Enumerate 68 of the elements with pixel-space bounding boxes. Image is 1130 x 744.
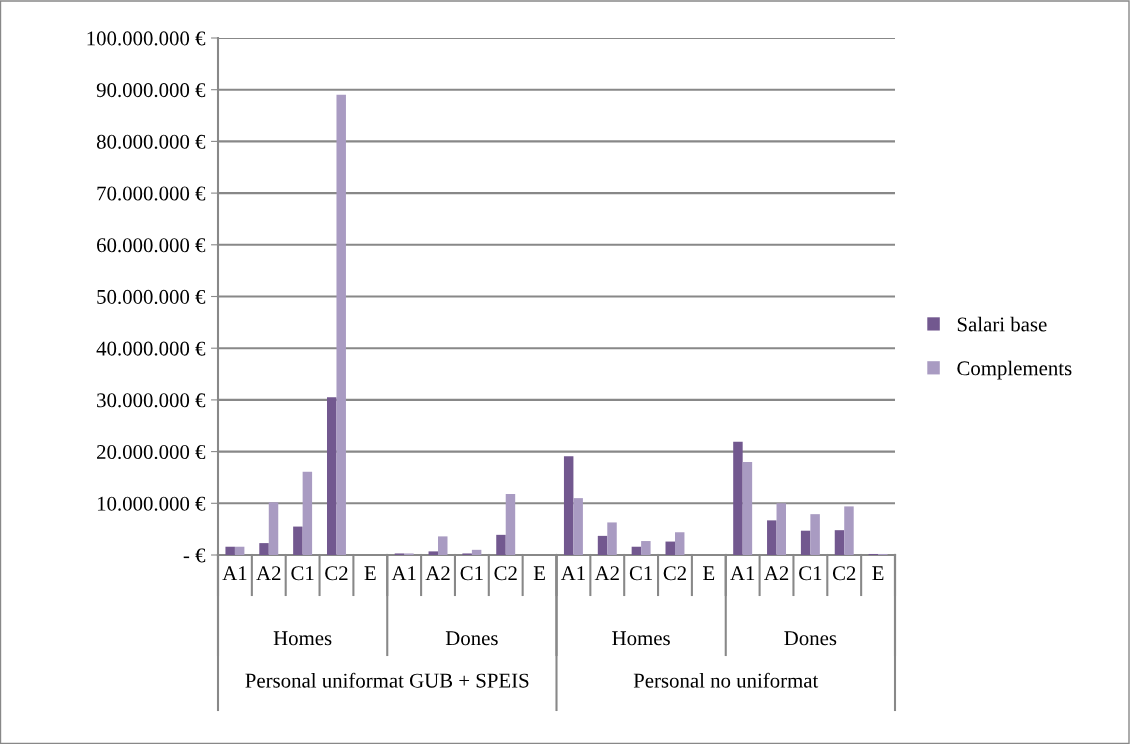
x-tick-label: A1 bbox=[222, 566, 247, 581]
x-tick-label: A1 bbox=[730, 566, 755, 581]
x-tick-label: C1 bbox=[291, 566, 314, 581]
legend-label: Complements bbox=[957, 360, 1072, 380]
y-tick-label: 50.000.000 € bbox=[97, 289, 206, 305]
y-tick-label: 20.000.000 € bbox=[97, 444, 206, 460]
text: Dones bbox=[445, 631, 498, 646]
bar bbox=[293, 526, 303, 555]
y-tick-label: 90.000.000 € bbox=[96, 83, 206, 98]
x-tick-label: C2 bbox=[494, 566, 517, 581]
x-tick-label: C1 bbox=[460, 566, 483, 581]
bar bbox=[496, 534, 506, 555]
bar bbox=[428, 551, 439, 555]
x-tick-label: C2 bbox=[325, 566, 348, 581]
bar bbox=[336, 94, 346, 555]
bar bbox=[573, 498, 583, 555]
y-tick-label: 60.000.000 € bbox=[97, 238, 206, 253]
bar bbox=[607, 522, 617, 555]
bar bbox=[665, 541, 675, 555]
bar bbox=[327, 397, 337, 555]
bar bbox=[733, 441, 743, 555]
x-tick-label: A2 bbox=[425, 566, 450, 581]
bar bbox=[597, 535, 608, 555]
y-tick-label: - € bbox=[183, 548, 206, 563]
x-tick-label: A1 bbox=[391, 566, 416, 581]
bar bbox=[834, 530, 845, 555]
y-tick-label: 10.000.000 € bbox=[97, 496, 206, 511]
x-tick-label: C2 bbox=[663, 566, 686, 581]
x-tick-label: C2 bbox=[832, 566, 856, 581]
bar bbox=[234, 546, 245, 555]
bar bbox=[800, 530, 811, 555]
y-tick-label: 30.000.000 € bbox=[97, 393, 206, 408]
x-tick-label: E bbox=[703, 566, 715, 581]
bar bbox=[641, 541, 651, 555]
bar bbox=[505, 493, 516, 555]
bar bbox=[225, 546, 235, 555]
bar bbox=[742, 461, 753, 555]
y-tick-label: 80.000.000 € bbox=[96, 134, 206, 149]
x-tick-label: A2 bbox=[764, 566, 789, 581]
bar bbox=[767, 520, 777, 555]
bar bbox=[302, 471, 313, 555]
x-tick-label: E bbox=[533, 566, 545, 581]
bar bbox=[810, 514, 820, 555]
bar bbox=[563, 456, 574, 555]
bar bbox=[438, 536, 448, 555]
text: Homes bbox=[612, 631, 670, 646]
legend-label: Salari base bbox=[957, 316, 1047, 332]
bar bbox=[776, 503, 786, 555]
bar bbox=[674, 532, 685, 555]
y-tick-label: 100.000.000 € bbox=[87, 31, 206, 46]
text: Personal no uniformat bbox=[633, 672, 819, 688]
bar bbox=[268, 502, 279, 555]
x-tick-label: A2 bbox=[594, 566, 619, 581]
bar bbox=[471, 549, 482, 555]
text: Personal uniformat GUB + SPEIS bbox=[245, 672, 529, 688]
bar bbox=[844, 506, 854, 555]
x-tick-label: A1 bbox=[560, 566, 585, 581]
text: Dones bbox=[784, 631, 837, 646]
x-tick-label: C1 bbox=[799, 566, 822, 581]
x-tick-label: E bbox=[872, 566, 884, 581]
bar bbox=[259, 543, 269, 555]
y-tick-label: 70.000.000 € bbox=[97, 186, 206, 201]
bar bbox=[631, 546, 642, 555]
x-tick-label: E bbox=[364, 566, 376, 581]
x-tick-label: C1 bbox=[629, 566, 653, 581]
text: Homes bbox=[273, 631, 332, 646]
y-tick-label: 40.000.000 € bbox=[96, 341, 206, 356]
x-tick-label: A2 bbox=[256, 566, 281, 581]
